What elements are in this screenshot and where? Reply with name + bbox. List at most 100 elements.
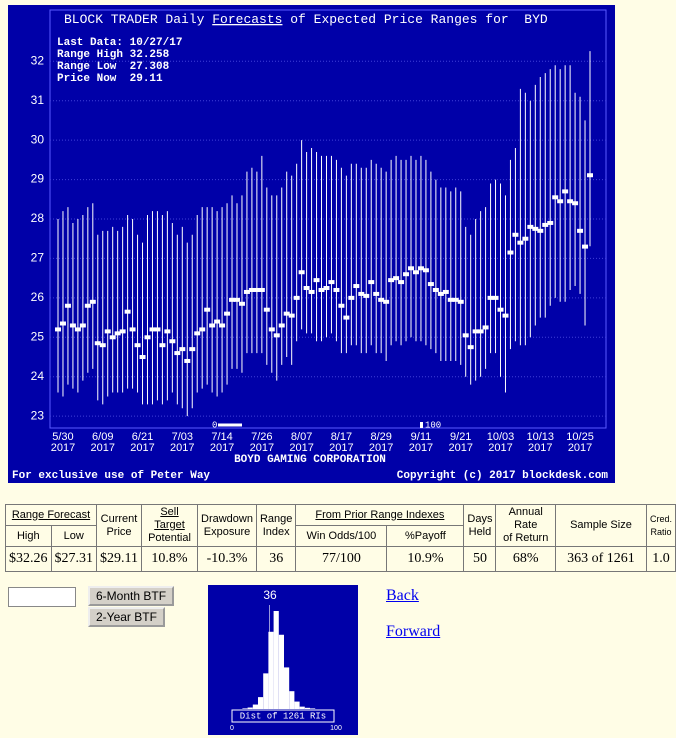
y-tick-label: 32 [31,53,45,67]
price-marker [343,315,350,320]
price-marker [79,323,86,328]
price-marker [298,270,305,275]
x-tick-label: 8/29 2017 [369,431,393,454]
header-text: Sample Size [570,519,632,531]
header-text: Cred. [649,513,672,524]
price-marker [84,303,91,308]
chart-title: BLOCK TRADER Daily Forecasts of Expected… [64,12,548,27]
histogram-bar [252,704,258,709]
price-marker [437,291,444,296]
price-marker [557,199,564,204]
histogram-chart: 36 Dist of 1261 RIs 0 100 [208,585,358,735]
button[interactable]: 6-Month BTF [88,586,175,606]
histogram-bar [258,697,264,709]
x-tick-label: 9/21 2017 [448,431,472,454]
price-marker [219,323,226,328]
price-marker [179,347,186,352]
price-marker [258,287,265,292]
price-marker [229,297,236,302]
link[interactable]: Forward [386,623,441,640]
link[interactable]: Back [386,587,419,604]
info-line: Price Now 29.11 [57,73,163,85]
price-marker [442,289,449,294]
button[interactable]: 2-Year BTF [88,607,165,627]
header: Annual Rate of Return [495,504,556,547]
histogram-bar [299,706,305,709]
header: Sell Target Potential [140,504,199,547]
price-marker [408,266,415,271]
info-line: Range Low 27.308 [57,61,170,73]
table-cell: 10.8% [140,546,199,572]
ri-marker [420,422,423,428]
table-cell: 36 [255,546,297,572]
header-text: Range Forecast [11,508,91,521]
marker-label: 36 [263,588,277,602]
x-tick-label: 8/07 2017 [289,431,313,454]
table-cell: -10.3% [197,546,257,572]
price-marker [383,299,390,304]
price-marker [204,307,211,312]
title-link[interactable]: Forecasts [212,12,282,27]
price-marker [323,286,330,291]
header-text: Price [106,525,132,538]
price-marker [119,329,126,334]
price-marker [69,323,76,328]
header-text: Sell Target [154,506,185,531]
x-tick-label: 9/11 2017 [409,431,433,454]
price-marker [214,319,221,324]
header: Sample Size [554,504,647,547]
header-text: From Prior Range Indexes [315,508,445,521]
price-marker [502,313,509,318]
header-text: Ratio [650,526,672,537]
price-marker [462,333,469,338]
price-marker [154,327,161,332]
sub-header: Win Odds/100 [295,525,388,547]
y-tick-label: 23 [31,408,45,422]
header-text: Held [468,525,492,538]
header-text: Range [259,512,293,525]
price-marker [537,228,544,233]
price-marker [427,282,434,287]
histogram-bar [284,667,290,709]
price-marker [104,329,111,334]
price-marker [527,224,534,229]
header-text: Annual Rate [508,506,543,531]
group-header: From Prior Range Indexes [295,504,465,526]
price-marker [184,358,191,363]
price-marker [522,236,529,241]
price-marker [447,297,454,302]
table-cell: 50 [463,546,497,572]
price-marker [517,240,524,245]
histogram-bar [242,708,248,709]
price-marker [199,327,206,332]
price-marker [567,199,574,204]
price-marker [512,232,519,237]
histogram-bar [294,701,300,709]
price-marker [497,307,504,312]
sub-header: %Payoff [386,525,465,547]
header-text: Current [100,512,138,525]
price-marker [472,329,479,334]
price-marker [572,201,579,206]
table-cell: $29.11 [96,546,142,572]
ticker-input[interactable] [8,587,76,607]
x-tick-label: 10/13 2017 [527,431,555,454]
price-marker [144,335,151,340]
x-tick-label: 6/21 2017 [130,431,154,454]
table-cell: 77/100 [295,546,388,572]
price-marker [209,323,216,328]
info-line: Range High 32.258 [57,49,170,61]
caption: Dist of 1261 RIs [240,711,326,721]
header-text: of Return [503,532,549,544]
table-cell: 68% [495,546,556,572]
price-marker [263,307,270,312]
price-marker [487,295,494,300]
price-marker [432,287,439,292]
table-cell: 10.9% [386,546,465,572]
caption-box [231,709,335,723]
histogram-bar [278,634,284,709]
header-text: Index [262,525,290,538]
histogram-bar [268,631,274,709]
price-marker [532,226,539,231]
y-tick-label: 26 [31,290,45,304]
